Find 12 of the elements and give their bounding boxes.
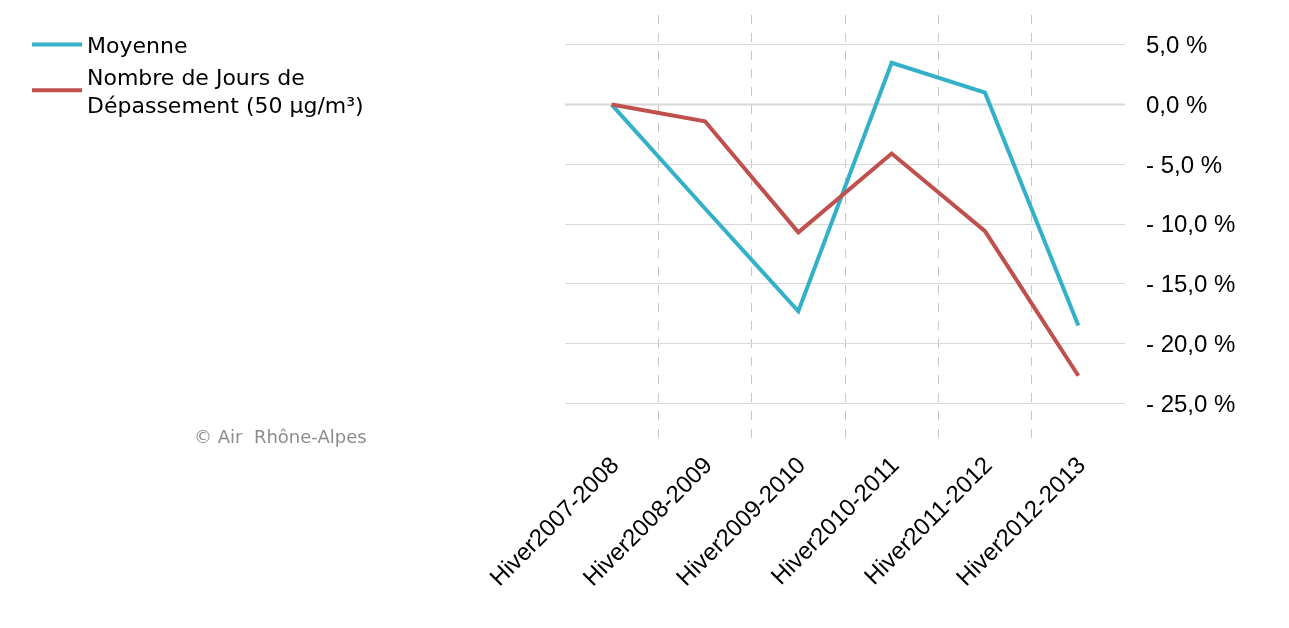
legend-label: Nombre de Jours de Dépassement (50 µg/m³) xyxy=(87,64,364,119)
line-series xyxy=(609,102,1081,378)
text: © Air Rhône-Alpes xyxy=(194,426,367,447)
y-tick-label: - 5,0 % xyxy=(1146,150,1223,178)
y-tick-label: 0,0 % xyxy=(1146,90,1208,118)
y-tick-label: - 10,0 % xyxy=(1146,210,1236,238)
legend-label: Moyenne xyxy=(87,32,188,58)
y-tick-label: - 15,0 % xyxy=(1146,270,1236,298)
y-tick-label: 5,0 % xyxy=(1146,31,1208,59)
line-series xyxy=(609,60,1081,328)
y-tick-label: - 20,0 % xyxy=(1146,329,1236,357)
y-tick-label: - 25,0 % xyxy=(1146,389,1236,417)
